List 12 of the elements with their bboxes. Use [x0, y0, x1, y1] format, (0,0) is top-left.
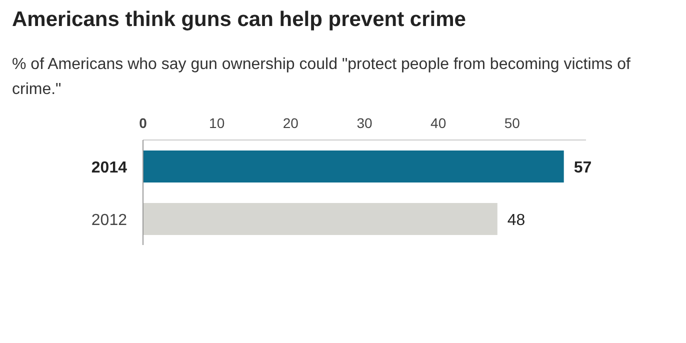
x-tick-label: 0	[139, 115, 148, 131]
data-label: 48	[507, 212, 526, 229]
x-tick-label: 20	[282, 115, 299, 131]
x-tick-label: 30	[356, 115, 372, 131]
y-tick-label: 2012	[91, 212, 128, 229]
chart-title: Americans think guns can help prevent crime	[12, 8, 466, 32]
x-tick-label: 50	[504, 115, 520, 131]
x-tick-label: 10	[209, 115, 225, 131]
y-tick-label: 2014	[91, 159, 128, 176]
data-label: 57	[574, 160, 592, 176]
chart-subtitle: % of Americans who say gun ownership could "protect people from becoming victims of crime."	[12, 55, 632, 100]
x-tick-label: 40	[430, 115, 446, 131]
